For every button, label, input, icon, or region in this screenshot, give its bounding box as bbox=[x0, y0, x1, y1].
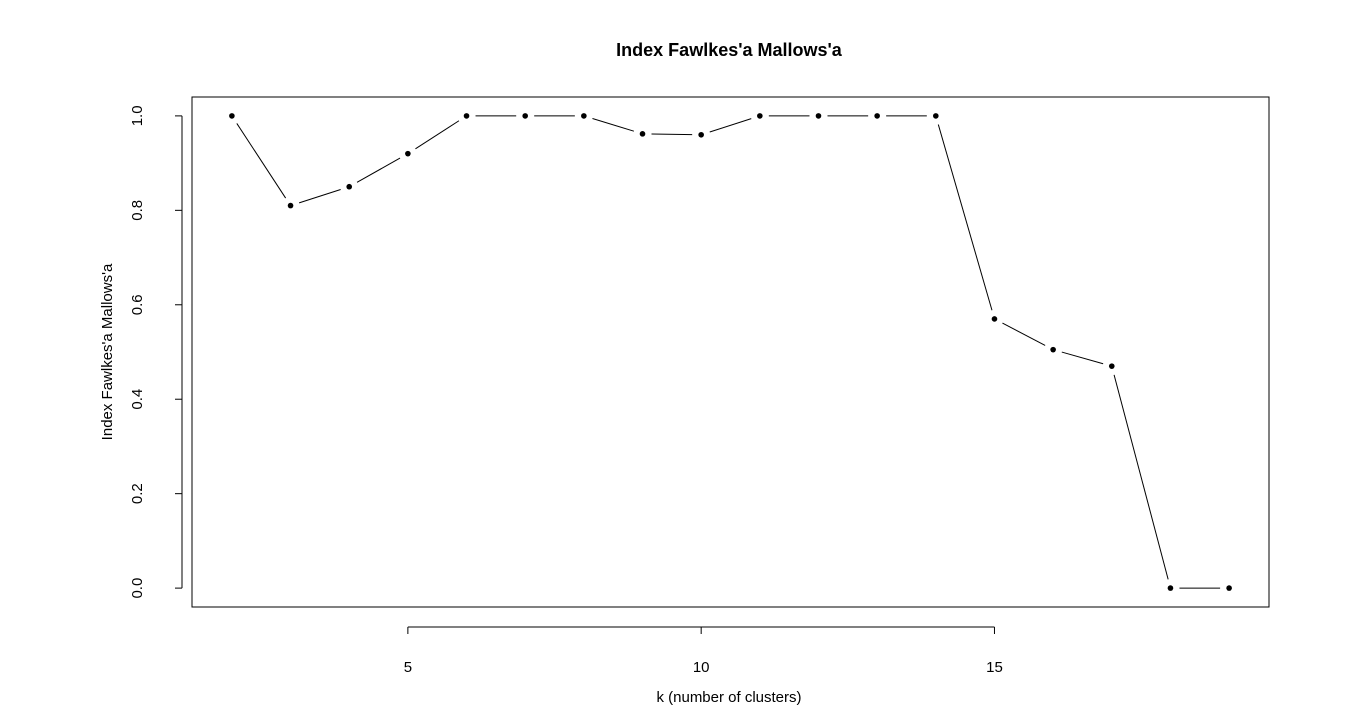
data-point bbox=[287, 202, 294, 209]
series-segment bbox=[1061, 351, 1104, 365]
data-point bbox=[1226, 585, 1232, 591]
y-tick-label: 0.4 bbox=[129, 389, 146, 410]
x-tick-label: 15 bbox=[986, 659, 1003, 676]
data-point bbox=[463, 113, 470, 119]
x-tick-label: 10 bbox=[693, 659, 710, 676]
x-tick-label: 5 bbox=[404, 659, 412, 676]
series-segment bbox=[236, 123, 287, 199]
data-point bbox=[1108, 363, 1115, 369]
series-segment bbox=[651, 133, 693, 136]
y-tick-label: 0.0 bbox=[129, 578, 146, 599]
y-axis-label: Index Fawlkes'a Mallows'a bbox=[99, 263, 116, 440]
series-segment bbox=[709, 118, 752, 133]
data-point bbox=[698, 131, 704, 138]
data-point bbox=[874, 113, 880, 119]
y-tick-label: 0.8 bbox=[129, 200, 146, 221]
y-tick-label: 1.0 bbox=[129, 105, 146, 126]
y-tick-label: 0.2 bbox=[129, 483, 146, 504]
data-point bbox=[1167, 585, 1174, 591]
data-point bbox=[1050, 346, 1056, 353]
data-point bbox=[639, 131, 646, 137]
series-segment bbox=[415, 120, 460, 150]
y-tick-label: 0.6 bbox=[129, 294, 146, 315]
data-point bbox=[229, 113, 235, 119]
series-segment bbox=[356, 157, 401, 183]
data-point bbox=[757, 113, 763, 119]
series-segment bbox=[1002, 322, 1046, 346]
data-point bbox=[346, 183, 353, 190]
data-point bbox=[522, 113, 528, 119]
data-point bbox=[933, 113, 939, 119]
series-segment bbox=[298, 189, 341, 204]
data-point bbox=[815, 113, 822, 119]
data-point bbox=[581, 113, 587, 119]
series-group bbox=[229, 113, 1232, 591]
y-axis: 0.0 0.2 0.4 0.6 0.8 1.0 bbox=[129, 105, 183, 599]
series-segment bbox=[592, 118, 635, 132]
plot-frame bbox=[191, 96, 1270, 608]
series-segment bbox=[1113, 374, 1169, 580]
chart-title: Index Fawlkes'a Mallows'a bbox=[616, 40, 843, 60]
x-axis-label: k (number of clusters) bbox=[656, 689, 801, 705]
x-axis: 5 10 15 bbox=[404, 626, 1003, 676]
series-segment bbox=[937, 124, 993, 311]
data-point bbox=[991, 316, 998, 322]
data-point bbox=[405, 150, 411, 157]
